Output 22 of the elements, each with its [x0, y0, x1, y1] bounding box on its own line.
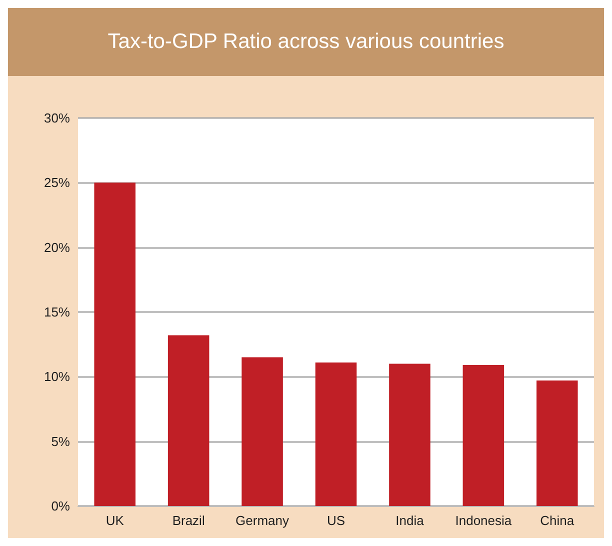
- bar: [536, 380, 578, 506]
- x-tick-label: UK: [106, 513, 124, 528]
- y-tick-label: 20%: [44, 240, 70, 255]
- x-tick-label: Brazil: [172, 513, 205, 528]
- x-tick-label: US: [326, 513, 346, 528]
- bar: [168, 335, 210, 506]
- x-tick-label: India: [396, 513, 425, 528]
- chart-title: Tax-to-GDP Ratio across various countries: [108, 30, 504, 53]
- y-tick-label: 10%: [44, 369, 70, 384]
- x-tick-label: Indonesia: [455, 513, 512, 528]
- y-tick-label: 25%: [44, 175, 70, 190]
- bar: [462, 365, 504, 506]
- bar: [389, 364, 430, 506]
- y-tick-label: 5%: [51, 434, 70, 449]
- bar: [315, 362, 357, 506]
- y-tick-label: 0%: [51, 498, 70, 514]
- y-tick-label: 30%: [44, 110, 70, 126]
- bar: [242, 357, 283, 506]
- x-tick-label: China: [540, 513, 575, 528]
- bar: [94, 182, 136, 506]
- y-tick-label: 15%: [44, 304, 70, 320]
- x-tick-label: Germany: [236, 513, 290, 528]
